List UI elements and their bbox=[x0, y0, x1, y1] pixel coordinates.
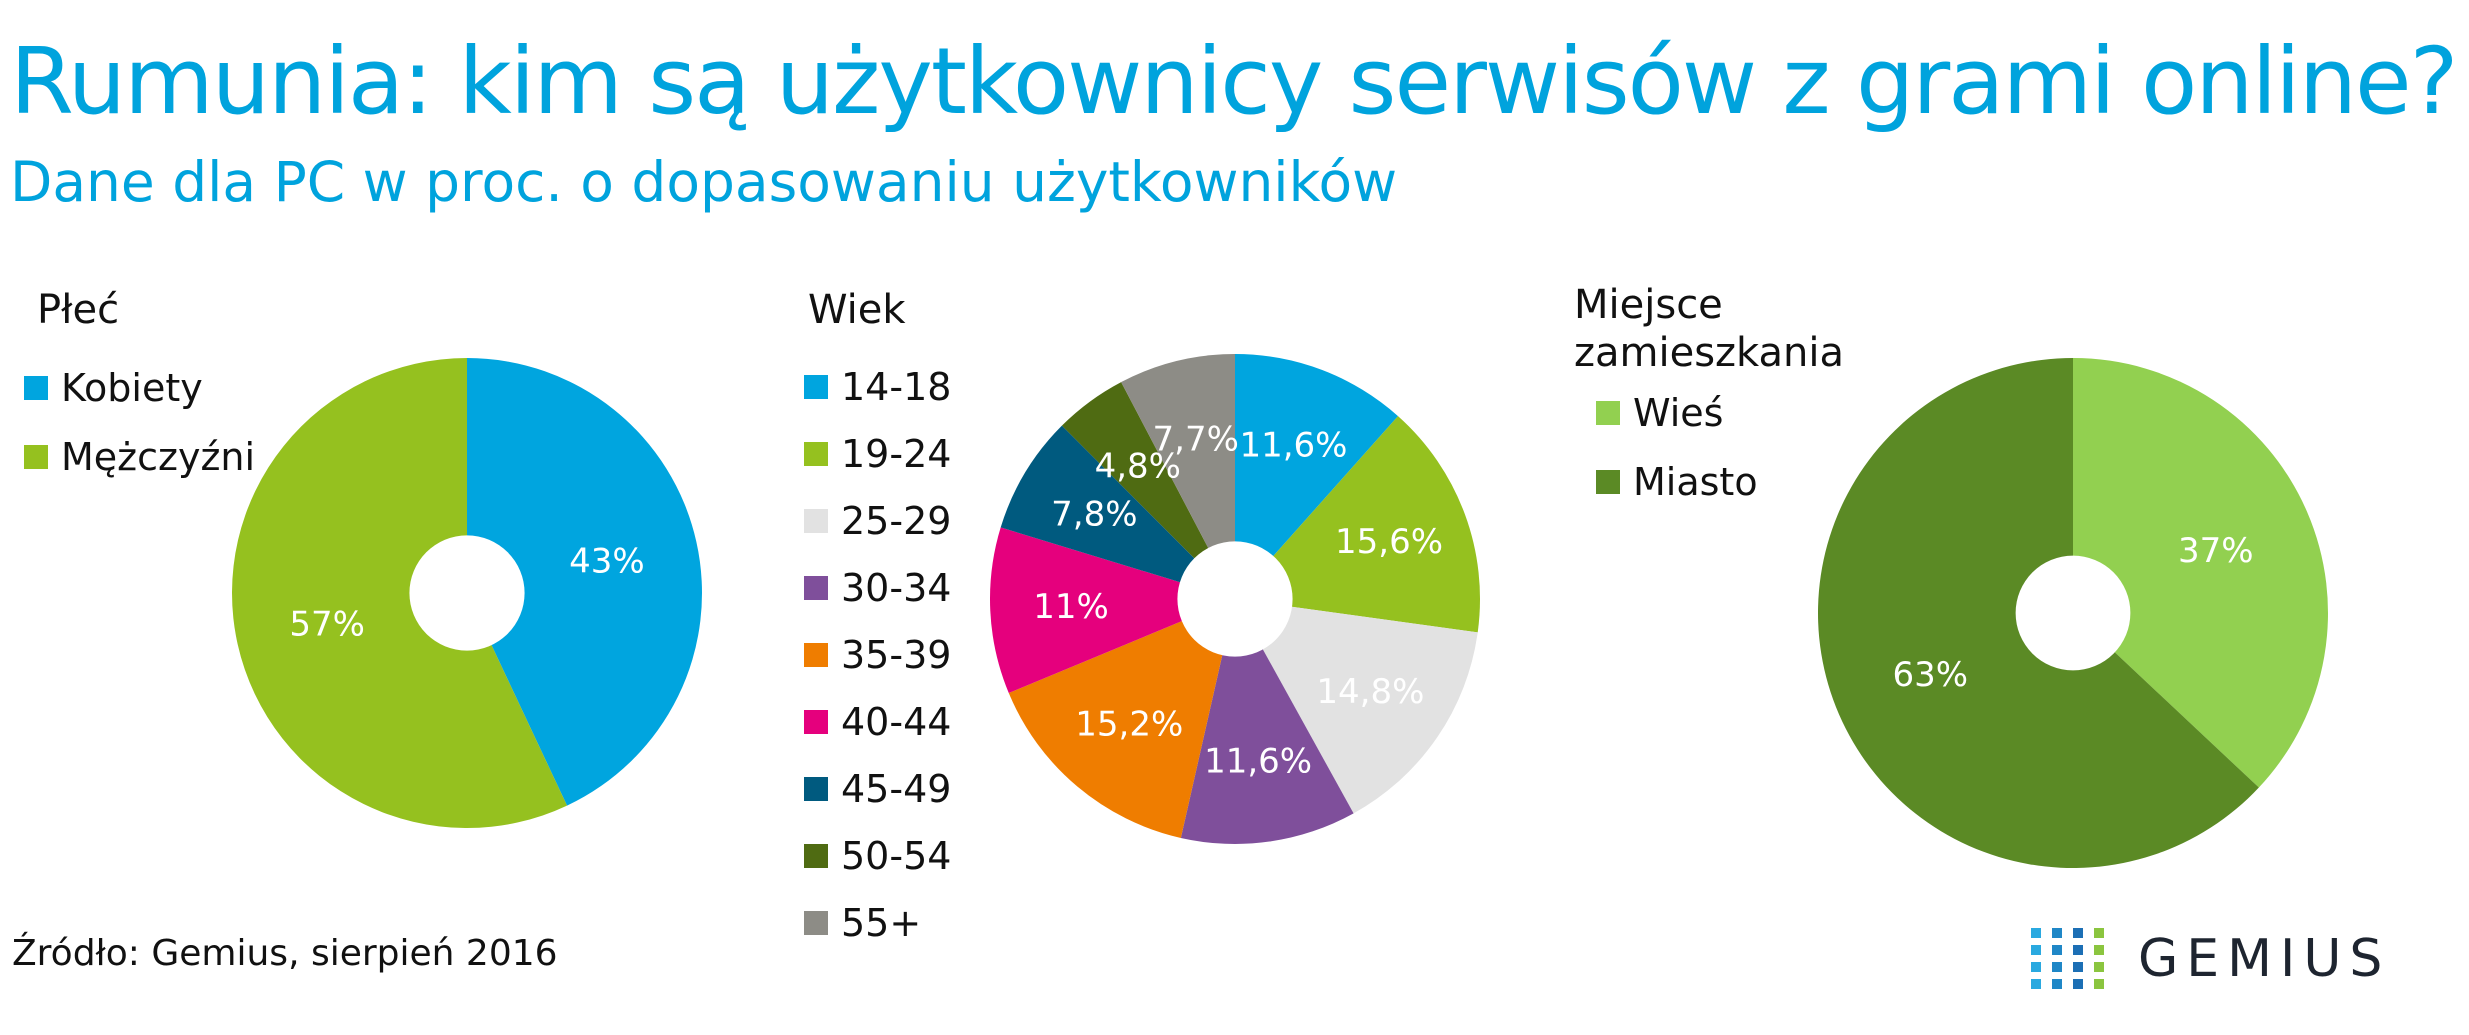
pie-chart-age: 11,6%15,6%14,8%11,6%15,2%11%7,8%4,8%7,7% bbox=[990, 354, 1480, 844]
logo-dot bbox=[2094, 945, 2104, 955]
legend-item-kobiety: Kobiety bbox=[24, 353, 255, 422]
pie-slice-40-44 bbox=[990, 527, 1235, 694]
data-label: 43% bbox=[569, 542, 645, 582]
legend-swatch bbox=[804, 575, 828, 600]
data-label: 7,7% bbox=[1153, 420, 1239, 460]
logo-dot bbox=[2094, 962, 2104, 972]
source-note: Źródło: Gemius, sierpień 2016 bbox=[12, 933, 558, 974]
legend-item-45-49: 45-49 bbox=[804, 755, 951, 822]
donut-hole bbox=[409, 535, 525, 651]
pie-slice-25-29 bbox=[1235, 599, 1478, 814]
logo-dot bbox=[2052, 928, 2062, 938]
gemius-dots-icon bbox=[2031, 928, 2104, 989]
logo-dot bbox=[2073, 928, 2083, 938]
logo-dot bbox=[2073, 945, 2083, 955]
legend-label: 50-54 bbox=[841, 833, 952, 878]
pie-slice-19-24 bbox=[1235, 416, 1480, 633]
legend-label: Miasto bbox=[1633, 459, 1758, 504]
legend-label: 45-49 bbox=[841, 766, 952, 811]
legend-item-wie: Wieś bbox=[1596, 378, 1758, 447]
legend-item-50-54: 50-54 bbox=[804, 822, 951, 889]
legend-item-m-czy-ni: Mężczyźni bbox=[24, 422, 255, 491]
data-label: 14,8% bbox=[1316, 672, 1424, 712]
logo-dot bbox=[2094, 979, 2104, 989]
legend-label: 19-24 bbox=[841, 431, 952, 476]
legend-label: 35-39 bbox=[841, 632, 952, 677]
data-label: 57% bbox=[289, 604, 365, 644]
logo-dot bbox=[2052, 962, 2062, 972]
logo-dot bbox=[2031, 928, 2041, 938]
legend-swatch bbox=[804, 776, 828, 801]
legend-item-25-29: 25-29 bbox=[804, 487, 951, 554]
legend-item-40-44: 40-44 bbox=[804, 688, 951, 755]
legend-swatch bbox=[1596, 469, 1620, 494]
data-label: 11,6% bbox=[1239, 426, 1347, 466]
page-subtitle: Dane dla PC w proc. o dopasowaniu użytko… bbox=[10, 150, 1398, 214]
pie-slice-wie bbox=[2073, 358, 2328, 788]
chart-title-age: Wiek bbox=[808, 287, 906, 333]
pie-slice-14-18 bbox=[1235, 354, 1399, 599]
gemius-logo: GEMIUS bbox=[2028, 925, 2390, 993]
data-label: 15,6% bbox=[1335, 522, 1443, 562]
logo-dot bbox=[2094, 928, 2104, 938]
legend-swatch bbox=[804, 508, 828, 533]
legend-item-55: 55+ bbox=[804, 889, 951, 956]
data-label: 4,8% bbox=[1095, 447, 1181, 487]
legend-swatch bbox=[24, 444, 48, 469]
legend-swatch bbox=[804, 910, 828, 935]
pie-chart-gender: 43% 57% bbox=[231, 358, 702, 828]
legend-label: 55+ bbox=[841, 900, 922, 945]
legend-item-miasto: Miasto bbox=[1596, 447, 1758, 516]
pie-slice-55 bbox=[1121, 354, 1235, 599]
pie-slice-30-34 bbox=[1180, 599, 1354, 844]
legend-swatch bbox=[804, 441, 828, 466]
logo-dot bbox=[2031, 945, 2041, 955]
logo-dot bbox=[2052, 945, 2062, 955]
legend-residence: Wieś Miasto bbox=[1596, 378, 1758, 516]
pie-slice-45-49 bbox=[1000, 425, 1235, 599]
pie-chart-residence: 37% 63% bbox=[1818, 358, 2328, 868]
legend-label: Wieś bbox=[1633, 390, 1724, 435]
legend-label: 14-18 bbox=[841, 364, 952, 409]
legend-swatch bbox=[1596, 400, 1620, 425]
legend-item-30-34: 30-34 bbox=[804, 554, 951, 621]
legend-age: 14-18 19-24 25-29 30-34 35-39 40-44 45-49 50-54… bbox=[804, 353, 951, 956]
chart-title-residence: Miejsce zamieszkania bbox=[1574, 282, 1844, 376]
page-title: Rumunia: kim są użytkownicy serwisów z g… bbox=[10, 28, 2458, 135]
logo-dot bbox=[2073, 962, 2083, 972]
legend-swatch bbox=[804, 709, 828, 734]
data-label: 37% bbox=[2178, 531, 2254, 571]
legend-label: 30-34 bbox=[841, 565, 952, 610]
data-label: 7,8% bbox=[1051, 494, 1137, 534]
legend-item-19-24: 19-24 bbox=[804, 420, 951, 487]
logo-dot bbox=[2073, 979, 2083, 989]
legend-item-35-39: 35-39 bbox=[804, 621, 951, 688]
pie-slice-kobiety bbox=[467, 358, 702, 806]
legend-label: Kobiety bbox=[61, 365, 203, 410]
legend-swatch bbox=[804, 642, 828, 667]
logo-text: GEMIUS bbox=[2138, 929, 2391, 989]
chart-title-gender: Płeć bbox=[37, 287, 120, 333]
pie-slice-50-54 bbox=[1061, 382, 1235, 599]
logo-dot bbox=[2031, 979, 2041, 989]
pie-slice-35-39 bbox=[1008, 599, 1235, 838]
data-label: 11% bbox=[1033, 587, 1109, 627]
donut-hole bbox=[2015, 555, 2131, 671]
legend-label: 40-44 bbox=[841, 699, 952, 744]
legend-swatch bbox=[24, 375, 48, 400]
pie-slice-m-czy-ni bbox=[231, 358, 568, 828]
legend-item-14-18: 14-18 bbox=[804, 353, 951, 420]
legend-label: 25-29 bbox=[841, 498, 952, 543]
logo-dot bbox=[2052, 979, 2062, 989]
donut-hole bbox=[1177, 541, 1293, 657]
legend-label: Mężczyźni bbox=[61, 434, 256, 479]
legend-gender: Kobiety Mężczyźni bbox=[24, 353, 255, 491]
legend-swatch bbox=[804, 843, 828, 868]
legend-swatch bbox=[804, 374, 828, 399]
data-label: 63% bbox=[1892, 655, 1968, 695]
data-label: 15,2% bbox=[1075, 705, 1183, 745]
data-label: 11,6% bbox=[1204, 742, 1312, 782]
logo-dot bbox=[2031, 962, 2041, 972]
